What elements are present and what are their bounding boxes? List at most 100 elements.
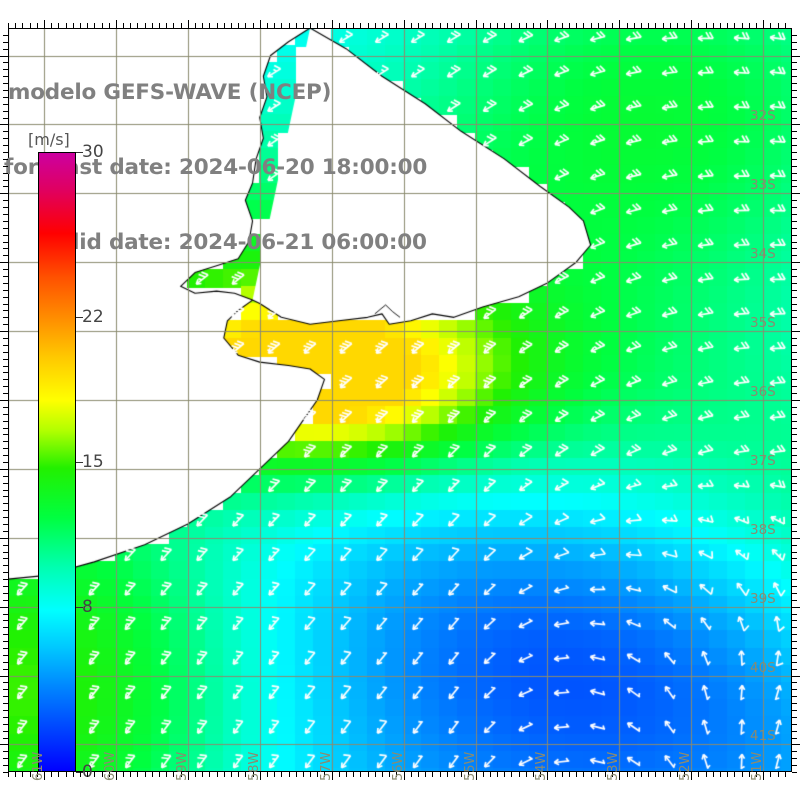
axis-tick [332, 772, 333, 780]
axis-tick [792, 331, 800, 332]
axis-tick [468, 23, 469, 28]
axis-tick [224, 772, 225, 777]
longitude-label: 61W [30, 751, 46, 781]
axis-tick [296, 772, 297, 777]
axis-tick [526, 23, 527, 28]
axis-tick [583, 772, 584, 777]
latitude-label: 33S [750, 177, 776, 194]
map-plot-area[interactable] [8, 28, 792, 772]
axis-tick [30, 23, 31, 28]
axis-tick [576, 772, 577, 777]
axis-tick [605, 23, 606, 28]
axis-tick [698, 23, 699, 28]
axis-tick [166, 23, 167, 28]
axis-tick [792, 186, 797, 187]
axis-tick [37, 772, 38, 777]
axis-tick [713, 23, 714, 28]
axis-tick [3, 703, 8, 704]
axis-tick [245, 772, 246, 777]
axis-tick [137, 23, 138, 28]
colorbar[interactable] [38, 152, 76, 772]
axis-tick [792, 269, 797, 270]
axis-tick [440, 772, 441, 777]
axis-tick [3, 448, 8, 449]
axis-tick [792, 682, 797, 683]
axis-tick [792, 641, 797, 642]
axis-tick [641, 23, 642, 28]
axis-tick [792, 324, 797, 325]
axis-tick [792, 648, 797, 649]
axis-tick [289, 23, 290, 28]
axis-tick [3, 180, 8, 181]
axis-tick [476, 772, 477, 780]
axis-tick [648, 772, 649, 777]
axis-tick [612, 772, 613, 777]
axis-tick [569, 23, 570, 28]
latitude-label: 34S [750, 246, 776, 263]
axis-tick [792, 531, 797, 532]
axis-tick [87, 772, 88, 777]
axis-tick [145, 23, 146, 28]
axis-tick [231, 23, 232, 28]
title-forecast-date: forecast date: 2024-06-20 18:00:00 [4, 155, 428, 180]
axis-tick [3, 731, 8, 732]
axis-tick [245, 23, 246, 28]
axis-tick [382, 772, 383, 777]
axis-tick [44, 772, 45, 780]
axis-tick [792, 552, 797, 553]
axis-tick [655, 23, 656, 28]
axis-tick [792, 386, 797, 387]
axis-tick [792, 455, 797, 456]
axis-tick [3, 118, 8, 119]
axis-tick [792, 579, 797, 580]
wind-field-canvas[interactable] [8, 28, 792, 772]
axis-tick [454, 23, 455, 28]
axis-tick [3, 310, 8, 311]
axis-tick [792, 731, 797, 732]
axis-tick [0, 676, 8, 677]
axis-tick [3, 662, 8, 663]
axis-tick [792, 207, 797, 208]
axis-tick [468, 772, 469, 777]
axis-tick [159, 772, 160, 777]
axis-tick [274, 772, 275, 777]
axis-tick [346, 772, 347, 777]
axis-tick [792, 69, 797, 70]
colorbar-tick-label: 30 [82, 142, 104, 162]
axis-tick [792, 173, 797, 174]
axis-tick [3, 186, 8, 187]
axis-tick [605, 772, 606, 777]
axis-tick [792, 434, 797, 435]
latitude-label: 39S [750, 590, 776, 607]
axis-tick [792, 421, 797, 422]
axis-tick [547, 20, 548, 28]
axis-tick [368, 772, 369, 777]
axis-tick [3, 627, 8, 628]
axis-tick [181, 23, 182, 28]
axis-tick [447, 772, 448, 777]
axis-tick [698, 772, 699, 777]
axis-tick [238, 772, 239, 777]
axis-tick [3, 600, 8, 601]
axis-tick [677, 23, 678, 28]
axis-tick [511, 23, 512, 28]
axis-tick [15, 23, 16, 28]
axis-tick [3, 62, 8, 63]
axis-tick [360, 23, 361, 28]
axis-tick [3, 90, 8, 91]
axis-tick [734, 23, 735, 28]
axis-tick [3, 421, 8, 422]
axis-tick [3, 111, 8, 112]
axis-tick [792, 276, 797, 277]
axis-tick [231, 772, 232, 777]
axis-tick [792, 614, 797, 615]
axis-tick [504, 23, 505, 28]
axis-tick [3, 593, 8, 594]
axis-tick [3, 131, 8, 132]
axis-tick [792, 620, 797, 621]
axis-tick [267, 772, 268, 777]
axis-tick [109, 23, 110, 28]
axis-tick [792, 214, 797, 215]
axis-tick [418, 23, 419, 28]
axis-tick [22, 23, 23, 28]
